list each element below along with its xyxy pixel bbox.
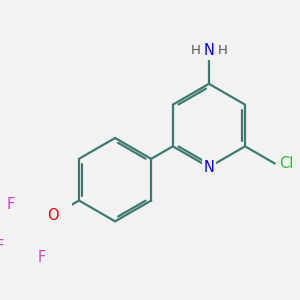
Text: F: F [38,250,46,265]
Text: N: N [203,160,214,175]
Text: N: N [203,44,214,59]
Text: H: H [190,44,200,57]
Text: Cl: Cl [279,156,293,171]
Text: F: F [7,197,15,212]
Text: H: H [218,44,228,57]
Text: F: F [0,238,4,253]
Text: O: O [47,208,58,223]
